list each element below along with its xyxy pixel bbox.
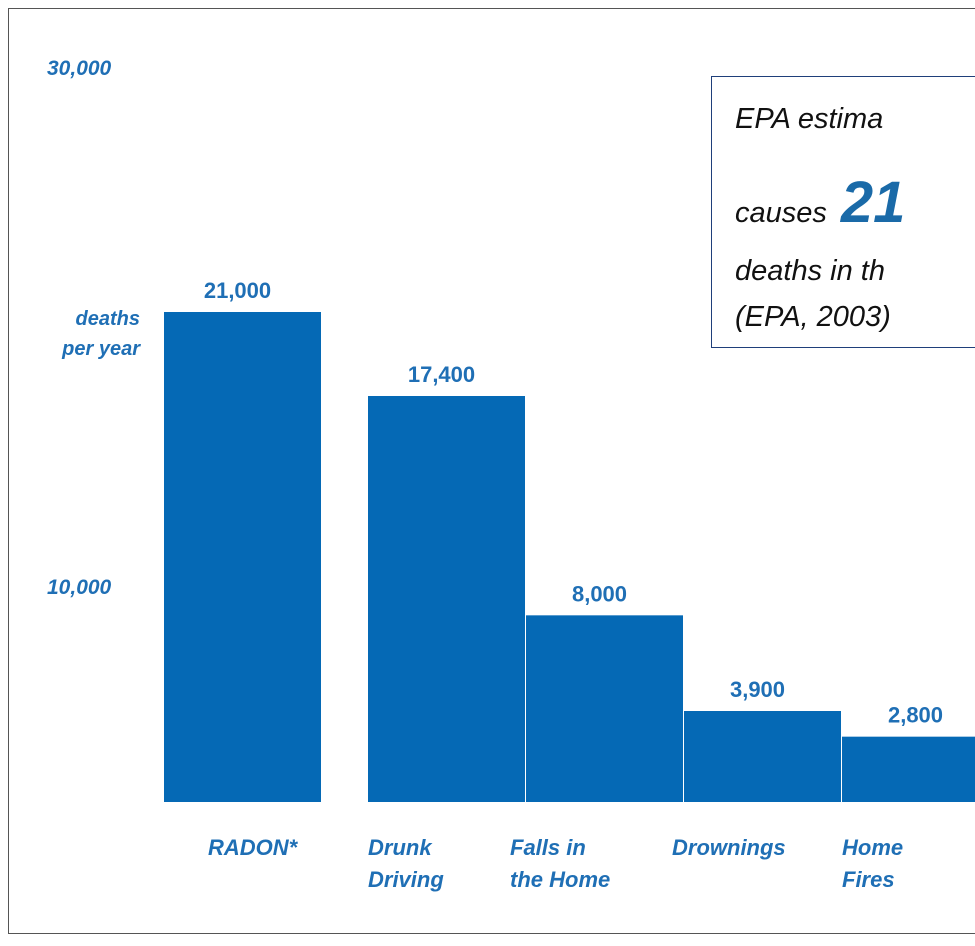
callout-line-2-prefix: causes bbox=[735, 197, 827, 229]
y-tick-10000: 10,000 bbox=[47, 576, 112, 599]
bar-value-label: 3,900 bbox=[730, 677, 785, 702]
category-label: Home Fires bbox=[842, 832, 903, 896]
category-label: RADON* bbox=[208, 832, 297, 864]
callout-box: EPA estima causes 21 deaths in th (EPA, 2… bbox=[711, 76, 975, 348]
y-tick-30000: 30,000 bbox=[47, 57, 112, 80]
bar bbox=[842, 736, 975, 802]
bar bbox=[684, 711, 841, 802]
category-label-line: Falls in bbox=[510, 835, 586, 860]
bar-value-label: 8,000 bbox=[572, 581, 627, 606]
category-label-line: the Home bbox=[510, 867, 611, 892]
category-label-line: Driving bbox=[368, 867, 444, 892]
category-label-line: Drownings bbox=[672, 835, 786, 860]
callout-line-2: causes 21 bbox=[735, 169, 905, 236]
callout-line-4: (EPA, 2003) bbox=[735, 301, 891, 333]
category-label-line: RADON* bbox=[208, 835, 298, 860]
bar-value-label: 21,000 bbox=[204, 278, 271, 303]
bar-value-label: 2,800 bbox=[888, 703, 943, 728]
callout-line-3: deaths in th bbox=[735, 255, 885, 287]
bar bbox=[368, 396, 525, 802]
category-label-line: Drunk bbox=[368, 835, 432, 860]
callout-big-number: 21 bbox=[840, 170, 906, 235]
category-label-line: Fires bbox=[842, 867, 895, 892]
y-axis-label-line: deaths bbox=[75, 308, 140, 330]
bar bbox=[526, 615, 683, 802]
category-label: Drownings bbox=[672, 832, 786, 864]
y-axis-label: deaths per year bbox=[16, 304, 140, 364]
bar-value-label: 17,400 bbox=[408, 362, 475, 387]
chart-frame bbox=[8, 8, 975, 934]
category-label: Falls in the Home bbox=[510, 832, 610, 896]
y-axis-label-line: per year bbox=[62, 338, 140, 360]
category-label: Drunk Driving bbox=[368, 832, 444, 896]
callout-line-1: EPA estima bbox=[735, 103, 884, 135]
bar bbox=[164, 312, 321, 802]
category-label-line: Home bbox=[842, 835, 904, 860]
